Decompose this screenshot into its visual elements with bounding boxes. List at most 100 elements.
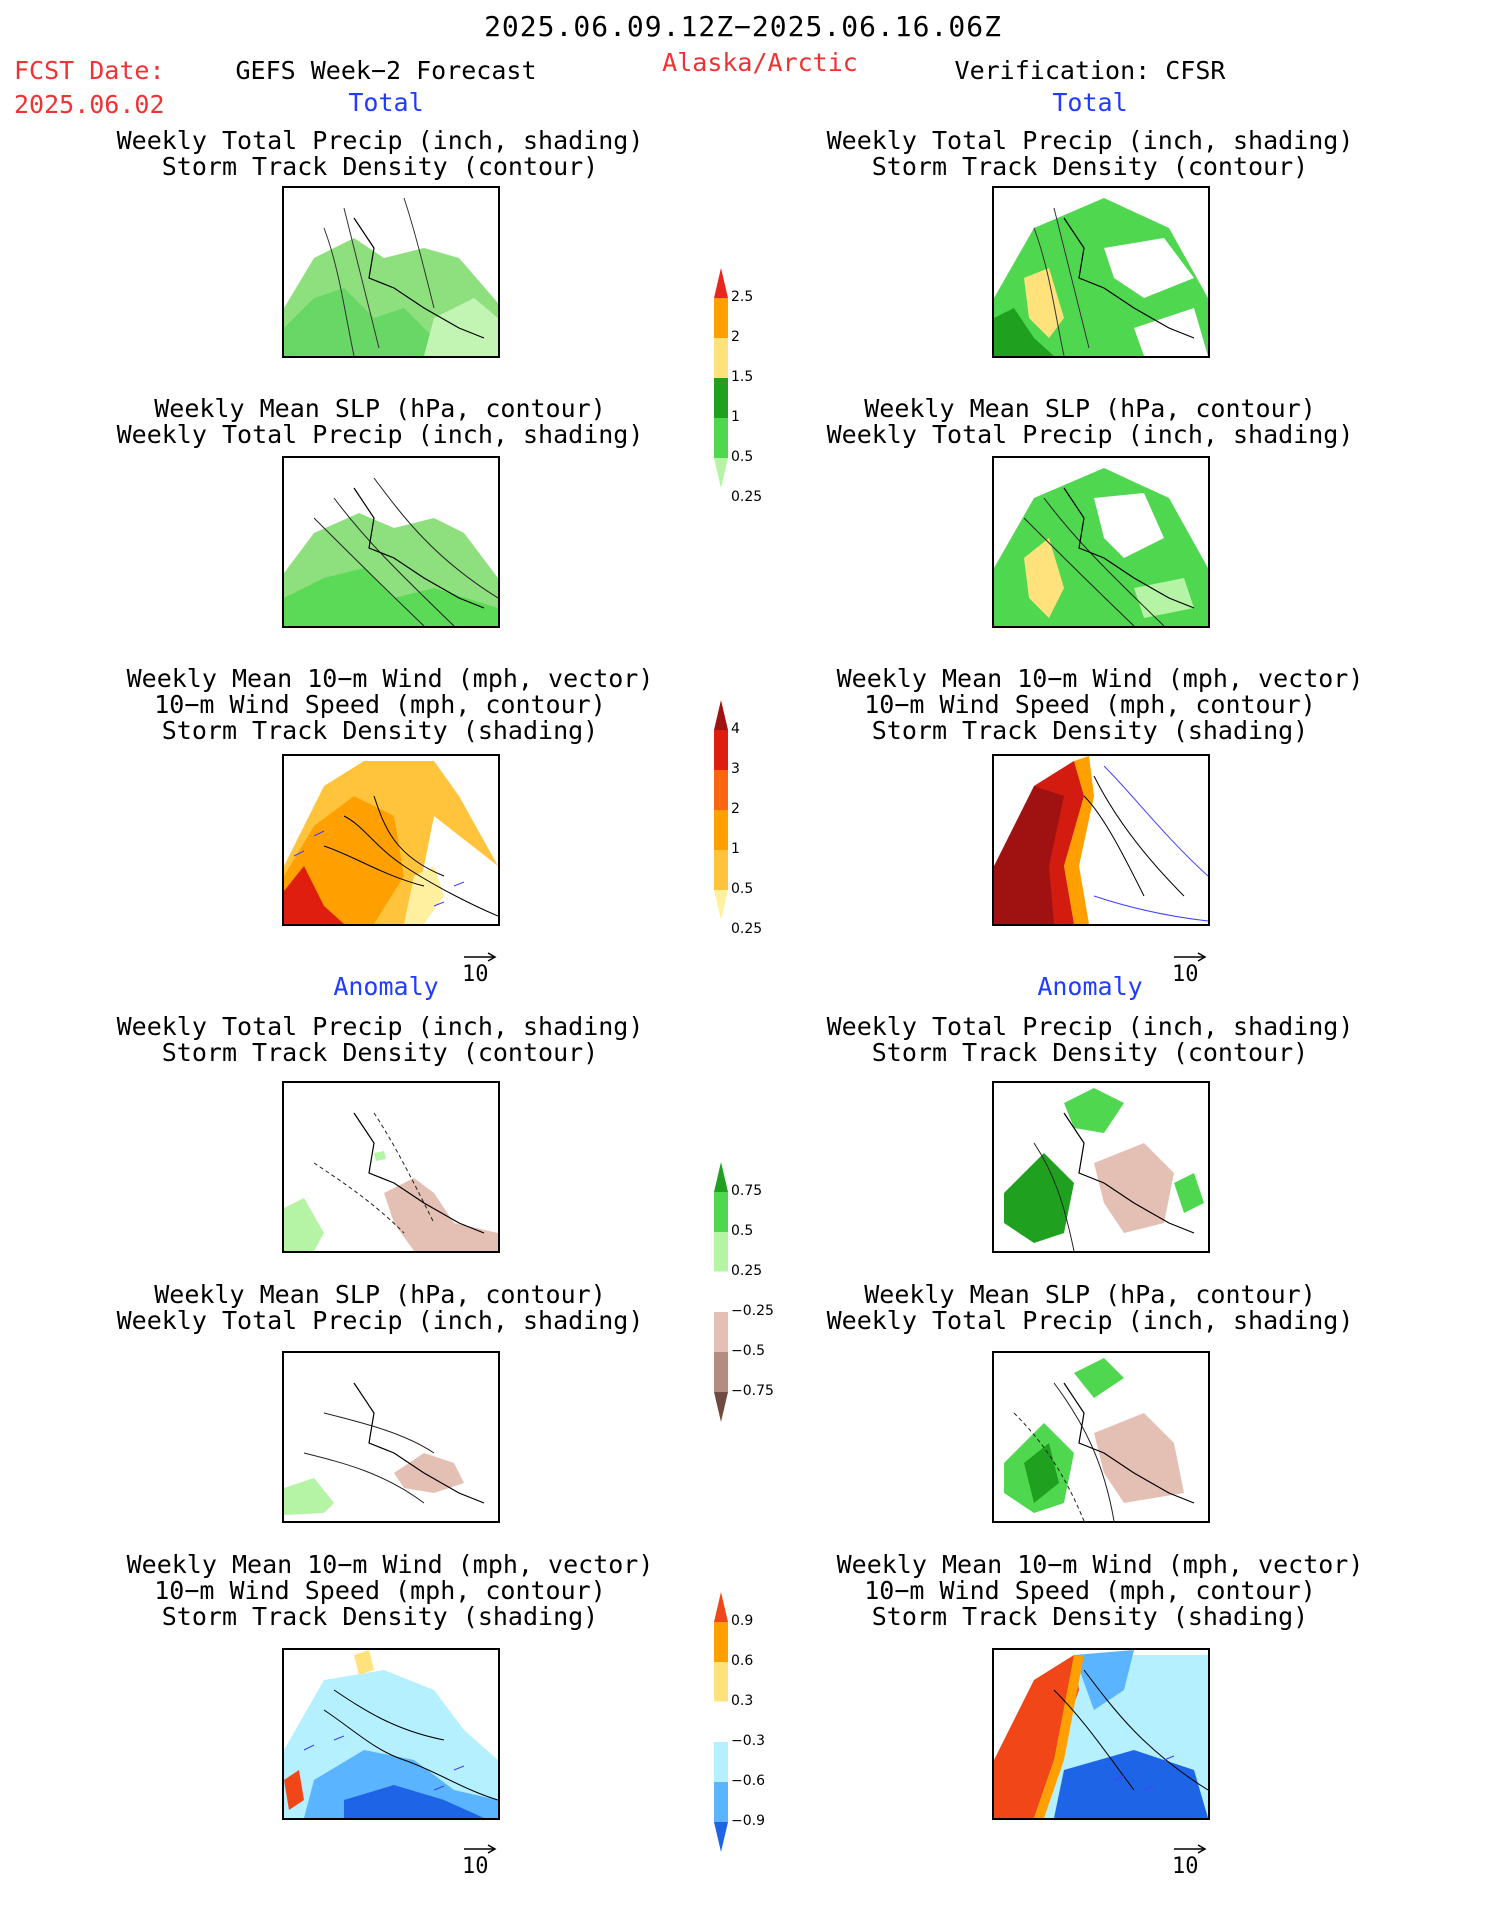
fcst-date-label: FCST Date:: [14, 56, 165, 85]
map-verification-precip-anomaly: [992, 1081, 1210, 1253]
colorbar-segment: [714, 890, 728, 920]
colorbar-label: 0.5: [731, 449, 754, 465]
vector-key-label: 10: [462, 962, 489, 987]
title-l5-a: Weekly Mean SLP (hPa, contour): [154, 1280, 606, 1309]
title-l1-b: Storm Track Density (contour): [161, 152, 599, 181]
colorbar-segment: [714, 850, 728, 890]
region-title: Alaska/Arctic: [662, 48, 858, 77]
title-r5-b: Weekly Total Precip (inch, shading): [826, 1306, 1354, 1335]
section-anomaly-left: Anomaly: [333, 972, 439, 1001]
section-total-left: Total: [348, 88, 424, 117]
colorbar-label: 0.25: [731, 921, 763, 937]
colorbar-segment: [714, 1192, 728, 1232]
colorbar-label: 3: [731, 761, 740, 777]
section-total-right: Total: [1052, 88, 1128, 117]
title-l6-b: 10−m Wind Speed (mph, contour): [154, 1576, 606, 1605]
title-l2-b: Weekly Total Precip (inch, shading): [116, 420, 644, 449]
vector-key-right-anomaly: 10: [1172, 1844, 1208, 1879]
vector-key-label: 10: [1172, 962, 1199, 987]
vector-key-label: 10: [462, 1854, 489, 1879]
colorbar-label: 1: [731, 409, 740, 425]
map-forecast-slp-anomaly: [282, 1351, 500, 1523]
colorbar-label: 0.25: [731, 489, 763, 505]
colorbar-label: −0.25: [731, 1303, 774, 1319]
colorbar-label: −0.75: [731, 1383, 774, 1399]
title-r1-a: Weekly Total Precip (inch, shading): [826, 126, 1354, 155]
right-column-title: Verification: CFSR: [954, 56, 1226, 85]
colorbar-segment: [714, 1312, 728, 1352]
colorbar-segment: [714, 1352, 728, 1392]
map-verification-slp-total: [992, 456, 1210, 628]
map-forecast-wind-anomaly: [282, 1648, 500, 1820]
section-anomaly-right: Anomaly: [1037, 972, 1143, 1001]
title-l2-a: Weekly Mean SLP (hPa, contour): [154, 394, 606, 423]
colorbar-segment: [714, 1782, 728, 1822]
colorbar-segment: [714, 810, 728, 850]
map-forecast-wind-total: [282, 754, 500, 926]
title-r4-a: Weekly Total Precip (inch, shading): [826, 1012, 1354, 1041]
colorbar-label: 2: [731, 329, 740, 345]
title-r5-a: Weekly Mean SLP (hPa, contour): [864, 1280, 1316, 1309]
colorbar-segment: [714, 1162, 728, 1192]
map-verification-wind-anomaly: [992, 1648, 1210, 1820]
fcst-date-value: 2025.06.02: [14, 90, 165, 119]
colorbar-segment: [714, 338, 728, 378]
forecast-period: 2025.06.09.12Z−2025.06.16.06Z: [484, 10, 1002, 43]
colorbar-segment: [714, 1232, 728, 1272]
colorbar-label: −0.5: [731, 1343, 765, 1359]
title-r1-b: Storm Track Density (contour): [871, 152, 1309, 181]
map-verification-precip-total: [992, 186, 1210, 358]
title-l3-b: 10−m Wind Speed (mph, contour): [154, 690, 606, 719]
vector-key-arrow-icon: [1174, 1844, 1207, 1854]
colorbar-label: 2.5: [731, 289, 754, 305]
colorbar-label: 2: [731, 801, 740, 817]
vector-key-arrow-icon: [1174, 952, 1207, 962]
title-r3-c: Storm Track Density (shading): [871, 716, 1309, 745]
vector-key-label: 10: [1172, 1854, 1199, 1879]
colorbar-label: 0.5: [731, 1223, 754, 1239]
colorbar-label: 0.3: [731, 1693, 754, 1709]
colorbar-segment: [714, 458, 728, 488]
colorbar-label: −0.9: [731, 1813, 765, 1829]
map-forecast-precip-anomaly: [282, 1081, 500, 1253]
colorbar-label: 1.5: [731, 369, 754, 385]
left-column-title: GEFS Week−2 Forecast: [235, 56, 537, 85]
colorbar-label: 0.75: [731, 1183, 763, 1199]
title-l4-a: Weekly Total Precip (inch, shading): [116, 1012, 644, 1041]
title-r2-b: Weekly Total Precip (inch, shading): [826, 420, 1354, 449]
colorbar-label: 0.5: [731, 881, 754, 897]
map-forecast-precip-total: [282, 186, 500, 358]
colorbar-segment: [714, 298, 728, 338]
colorbar-label: 1: [731, 841, 740, 857]
vector-key-arrow-icon: [464, 1844, 497, 1854]
colorbar-segment: [714, 1622, 728, 1662]
colorbar-label: 0.25: [731, 1263, 763, 1279]
colorbar-graphic: [714, 1162, 729, 1422]
colorbar-graphic: [714, 700, 728, 920]
colorbar-segment: [714, 1592, 728, 1622]
colorbar-segment: [714, 730, 728, 770]
title-r6-c: Storm Track Density (shading): [871, 1602, 1309, 1631]
colorbar-segment: [714, 418, 728, 458]
title-r3-a: Weekly Mean 10−m Wind (mph, vector): [836, 664, 1364, 693]
colorbar-segment: [714, 770, 728, 810]
colorbar-graphic: [714, 268, 728, 488]
colorbar-segment: [714, 1392, 728, 1422]
colorbar-segment: [714, 1271, 729, 1313]
title-r4-b: Storm Track Density (contour): [871, 1038, 1309, 1067]
title-l1-a: Weekly Total Precip (inch, shading): [116, 126, 644, 155]
title-r6-b: 10−m Wind Speed (mph, contour): [864, 1576, 1316, 1605]
colorbar-label: −0.6: [731, 1773, 765, 1789]
vector-key-left-anomaly: 10: [462, 1844, 498, 1879]
colorbar-segment: [714, 1742, 728, 1782]
map-verification-wind-total: [992, 754, 1210, 926]
vector-key-right-total: 10: [1172, 952, 1208, 987]
colorbar-segment: [714, 1662, 728, 1702]
title-l4-b: Storm Track Density (contour): [161, 1038, 599, 1067]
colorbar-label: 0.6: [731, 1653, 754, 1669]
title-l5-b: Weekly Total Precip (inch, shading): [116, 1306, 644, 1335]
vector-key-left-total: 10: [462, 952, 498, 987]
title-r3-b: 10−m Wind Speed (mph, contour): [864, 690, 1316, 719]
colorbar-segment: [714, 700, 728, 730]
title-r2-a: Weekly Mean SLP (hPa, contour): [864, 394, 1316, 423]
